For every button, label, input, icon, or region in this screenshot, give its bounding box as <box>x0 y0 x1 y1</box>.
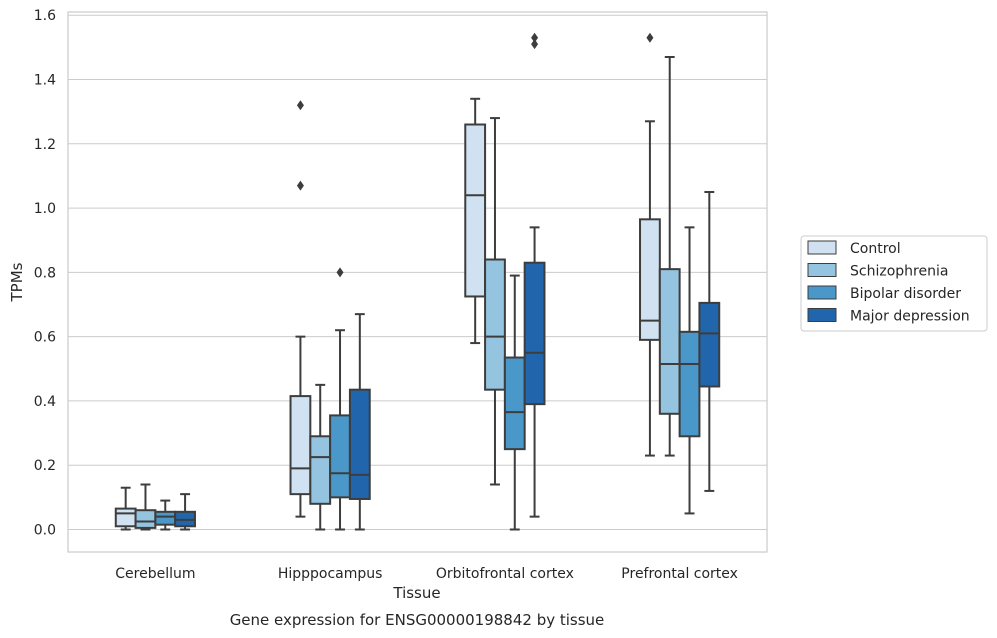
legend-swatch <box>807 308 837 322</box>
x-axis-label: Tissue <box>392 584 440 602</box>
outlier-point <box>646 32 654 43</box>
legend-swatch <box>807 240 837 255</box>
legend: Control Schizophrenia Bipolar disorder Majo… <box>800 235 988 332</box>
y-tick-label: 0.2 <box>34 458 56 474</box>
y-tick-label: 1.2 <box>34 137 56 153</box>
x-tick-label: Cerebellum <box>115 566 195 582</box>
box-body <box>154 510 177 526</box>
box-0-0 <box>114 486 137 531</box>
x-tick-label: Prefrontal cortex <box>621 566 738 582</box>
legend-swatch <box>807 285 837 300</box>
legend-label: Bipolar disorder <box>850 286 961 302</box>
box-3-1 <box>658 56 681 457</box>
box-body <box>698 301 721 388</box>
box-body <box>329 414 351 499</box>
x-tick-label: Orbitofrontal cortex <box>436 566 574 582</box>
box-body <box>503 356 526 451</box>
box-1-2 <box>329 267 351 531</box>
y-tick-label: 0.8 <box>34 265 56 281</box>
legend-frame <box>800 235 988 332</box>
y-tick-label: 0.0 <box>34 523 56 539</box>
box-2-1 <box>484 117 506 486</box>
box-3-3 <box>698 191 721 492</box>
outlier-point <box>296 100 304 111</box>
figure-caption: Gene expression for ENSG00000198842 by t… <box>230 611 605 629</box>
y-axis-label: TPMs <box>8 262 26 302</box>
box-3-2 <box>678 226 701 515</box>
y-tick-labels: 0.0 0.2 0.4 0.6 0.8 1.0 1.2 1.4 1.6 <box>34 8 56 538</box>
box-2-3 <box>523 32 546 518</box>
outlier-point <box>296 180 304 191</box>
box-body <box>464 123 487 298</box>
box-body <box>484 258 506 391</box>
box-2-0 <box>464 97 487 345</box>
legend-swatch <box>807 263 837 277</box>
box-body <box>114 507 137 528</box>
y-tick-label: 1.4 <box>34 73 56 89</box>
box-body <box>658 268 681 415</box>
box-body <box>678 330 701 438</box>
outlier-point <box>531 32 539 43</box>
box-body <box>309 435 332 505</box>
box-1-3 <box>348 313 371 531</box>
outlier-point <box>531 39 539 50</box>
legend-label: Major depression <box>850 309 970 325</box>
box-body <box>639 218 661 341</box>
box-0-3 <box>174 493 196 531</box>
legend-label: Control <box>850 241 901 257</box>
x-tick-label: Hipppocampus <box>278 566 383 582</box>
x-tick-labels: Cerebellum Hipppocampus Orbitofrontal cort… <box>115 566 738 582</box>
box-body <box>289 395 312 496</box>
box-body <box>348 388 371 500</box>
boxes <box>114 32 721 531</box>
box-1-0 <box>289 100 312 518</box>
box-1-1 <box>309 383 332 531</box>
outlier-point <box>336 267 344 278</box>
box-body <box>523 261 546 406</box>
y-tick-label: 0.6 <box>34 330 56 346</box>
box-body <box>134 509 157 529</box>
box-0-2 <box>154 499 177 531</box>
y-tick-label: 1.0 <box>34 201 56 217</box>
y-tick-label: 0.4 <box>34 394 56 410</box>
y-tick-label: 1.6 <box>34 8 56 24</box>
legend-label: Schizophrenia <box>850 264 948 280</box>
